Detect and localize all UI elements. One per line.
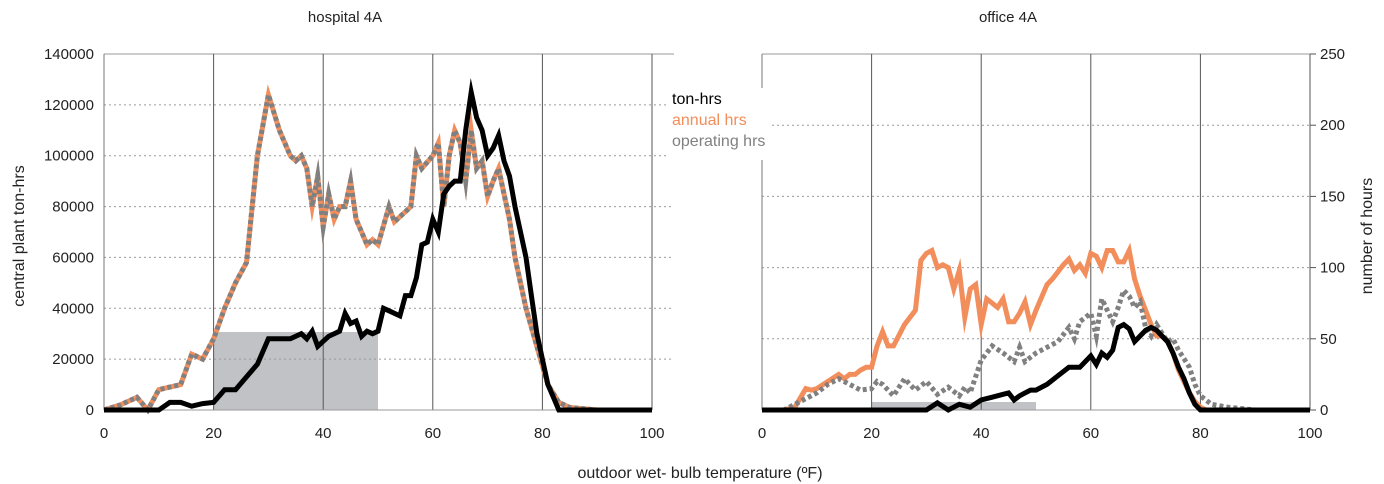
x-tick-label: 60 [424,425,441,442]
y-tick-label: 100 [1320,260,1345,277]
y-axis-label-left: central plant ton-hrs [11,165,28,306]
y-tick-label: 150 [1320,188,1345,205]
x-tick-label: 40 [315,425,332,442]
y-tick-label: 100000 [44,148,94,165]
panel-office-4a: office 4A 0 50 100 150 200 250 0 20 40 60 80 100 [758,9,1345,442]
legend-annual-hrs: annual hrs [672,112,747,129]
x-tick-label: 0 [100,425,108,442]
y-tick-label: 20000 [52,351,94,368]
legend-box [666,88,772,160]
x-tick-label: 100 [639,425,664,442]
panel-hospital-4a: hospital 4A 0 20000 40000 60000 80000 100000 12… [44,9,674,442]
chart-title: hospital 4A [308,9,382,26]
chart-title: office 4A [979,9,1037,26]
series-line-operating-hrs [762,285,1310,413]
y-tick-label: 60000 [52,249,94,266]
series-line-operating-hrs [103,84,652,415]
x-tick-label: 100 [1297,425,1322,442]
series-line-annual-hrs [762,242,1310,413]
y-tick-label: 140000 [44,46,94,63]
y-tick-label: 0 [86,402,94,419]
legend-ton-hrs: ton-hrs [672,91,722,108]
y-tick-label: 200 [1320,117,1345,134]
y-tick-label: 40000 [52,300,94,317]
x-axis-label: outdoor wet- bulb temperature (ºF) [577,465,822,482]
shaded-region [213,332,378,410]
y-axis-label-right: number of hours [1359,178,1376,295]
x-tick-label: 80 [534,425,551,442]
x-tick-label: 20 [205,425,222,442]
x-tick-label: 80 [1192,425,1209,442]
y-tick-label: 0 [1320,402,1328,419]
legend-operating-hrs: operating hrs [672,133,765,150]
x-tick-label: 40 [973,425,990,442]
y-tick-label: 50 [1320,331,1337,348]
x-tick-label: 60 [1082,425,1099,442]
x-tick-label: 20 [863,425,880,442]
series-line-ton-hrs [104,77,652,413]
x-tick-label: 0 [758,425,766,442]
y-tick-label: 250 [1320,46,1345,63]
series-line-ton-hrs [762,321,1310,413]
y-tick-label: 80000 [52,199,94,216]
y-tick-label: 120000 [44,97,94,114]
